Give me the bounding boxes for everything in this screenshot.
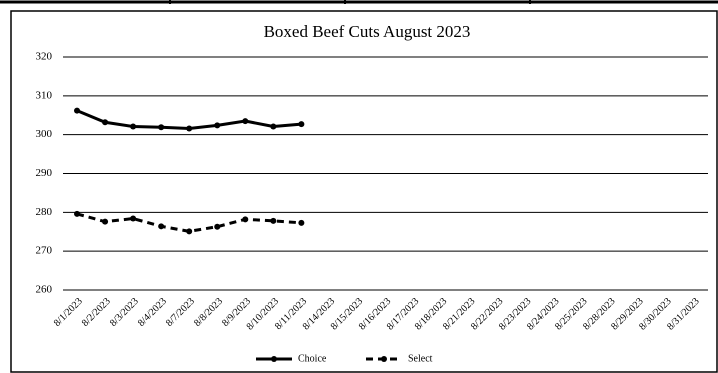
y-tick-label: 320 [36, 51, 53, 63]
data-point [242, 118, 249, 125]
legend-marker [381, 356, 387, 362]
y-tick-label: 300 [36, 128, 53, 140]
data-point [158, 124, 165, 131]
data-point [186, 228, 193, 235]
data-point [158, 223, 165, 230]
legend-marker [271, 356, 277, 362]
data-point [298, 121, 305, 128]
legend-label: Choice [298, 353, 327, 364]
data-point [214, 223, 221, 230]
data-point [130, 123, 137, 130]
legend-label: Select [408, 353, 433, 364]
data-point [270, 217, 277, 224]
data-point [130, 215, 137, 222]
data-point [74, 210, 81, 217]
chart-title: Boxed Beef Cuts August 2023 [264, 22, 471, 41]
data-point [242, 216, 249, 223]
y-tick-label: 310 [36, 89, 53, 101]
data-point [186, 125, 193, 132]
chart-border [10, 10, 718, 373]
y-tick-label: 290 [36, 167, 53, 179]
data-point [102, 218, 109, 225]
data-point [298, 219, 305, 226]
data-point [214, 122, 221, 129]
y-tick-label: 260 [36, 284, 53, 296]
y-tick-label: 280 [36, 206, 53, 218]
data-point [270, 123, 277, 130]
data-point [102, 119, 109, 126]
data-point [74, 107, 81, 114]
y-tick-label: 270 [36, 245, 53, 257]
